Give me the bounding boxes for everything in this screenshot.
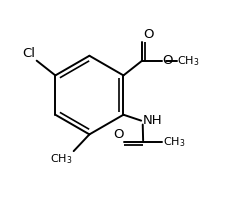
Text: O: O: [162, 54, 172, 67]
Text: O: O: [143, 28, 153, 41]
Text: CH$_3$: CH$_3$: [162, 135, 184, 149]
Text: O: O: [112, 129, 123, 141]
Text: Cl: Cl: [22, 47, 36, 60]
Text: NH: NH: [142, 114, 161, 127]
Text: CH$_3$: CH$_3$: [176, 54, 199, 68]
Text: CH$_3$: CH$_3$: [50, 152, 72, 166]
